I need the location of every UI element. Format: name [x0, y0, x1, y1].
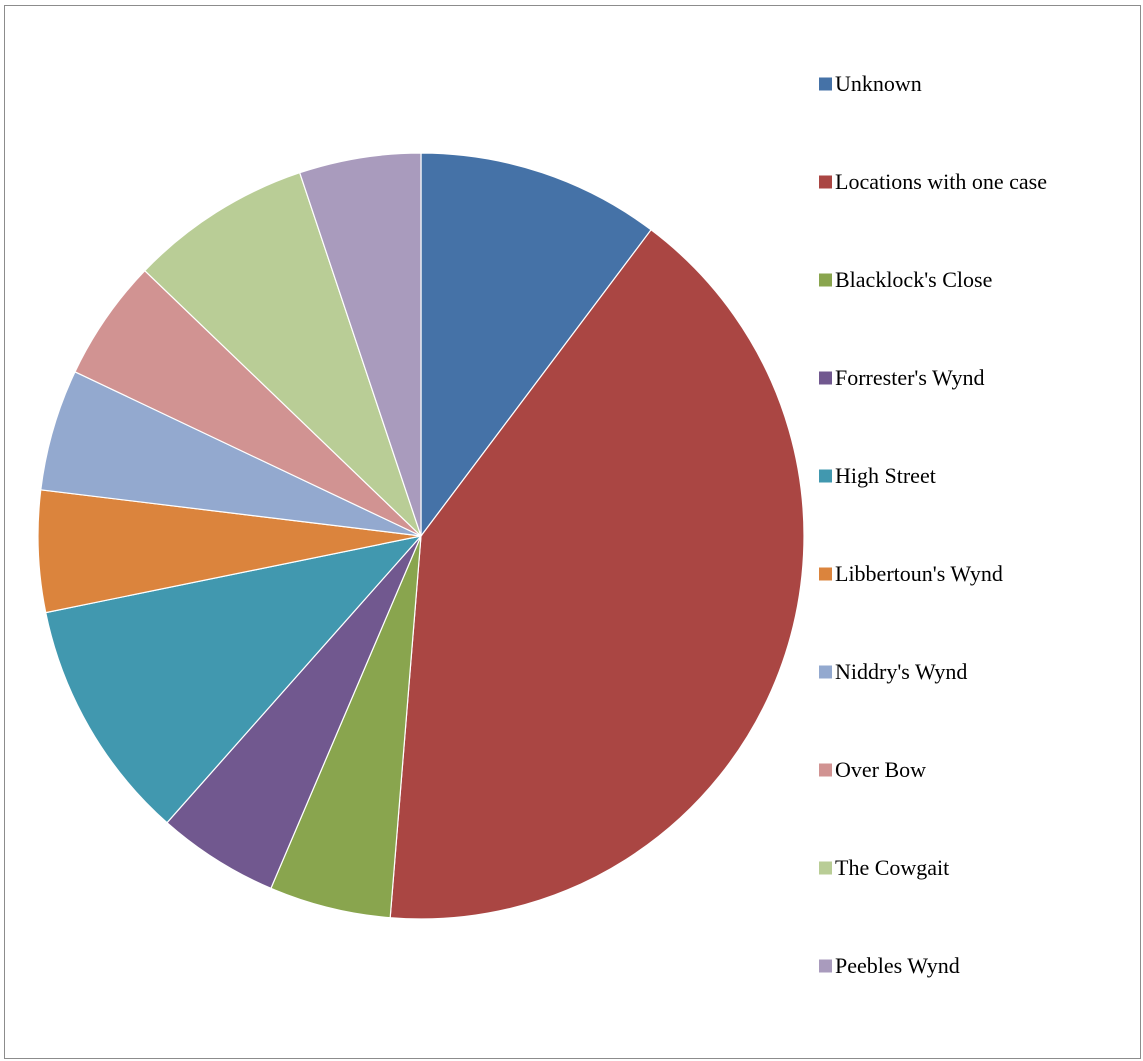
- legend-swatch-peebles-wynd: [819, 959, 832, 973]
- pie-slice-high-street: [45, 535, 423, 824]
- legend-swatch-over-bow: [819, 763, 832, 777]
- legend-swatch-niddry-s-wynd: [819, 665, 832, 679]
- legend-label-locations-with-one-case: Locations with one case: [835, 169, 1047, 194]
- legend-label-high-street: High Street: [835, 463, 936, 488]
- legend-swatch-locations-with-one-case: [819, 175, 832, 189]
- pie-chart: Unknown Locations with one case Blacklock'…: [37, 71, 1047, 978]
- legend-swatch-high-street: [819, 469, 832, 483]
- legend-swatch-libbertoun-s-wynd: [819, 567, 832, 581]
- legend-label-forrester-s-wynd: Forrester's Wynd: [835, 365, 985, 390]
- pie-slice-peebles-wynd: [298, 152, 422, 537]
- chart-area: Unknown Locations with one case Blacklock'…: [4, 5, 1141, 1059]
- pie-slice-unknown: [420, 152, 652, 538]
- legend-label-over-bow: Over Bow: [835, 757, 926, 782]
- legend-label-libbertoun-s-wynd: Libbertoun's Wynd: [835, 561, 1003, 586]
- legend-label-unknown: Unknown: [835, 71, 922, 96]
- legend-label-the-cowgait: The Cowgait: [835, 855, 949, 880]
- legend-swatch-forrester-s-wynd: [819, 371, 832, 385]
- legend-swatch-blacklock-s-close: [819, 273, 832, 287]
- pie-slice-the-cowgait: [143, 171, 422, 537]
- legend-label-blacklock-s-close: Blacklock's Close: [835, 267, 992, 292]
- pie-slice-locations-with-one-case: [389, 228, 805, 920]
- legend-swatch-unknown: [819, 77, 832, 91]
- legend-label-peebles-wynd: Peebles Wynd: [835, 953, 960, 978]
- legend: Unknown Locations with one case Blacklock'…: [819, 71, 1047, 978]
- legend-swatch-the-cowgait: [819, 861, 832, 875]
- legend-label-niddry-s-wynd: Niddry's Wynd: [835, 659, 967, 684]
- pie-slices: [37, 152, 805, 920]
